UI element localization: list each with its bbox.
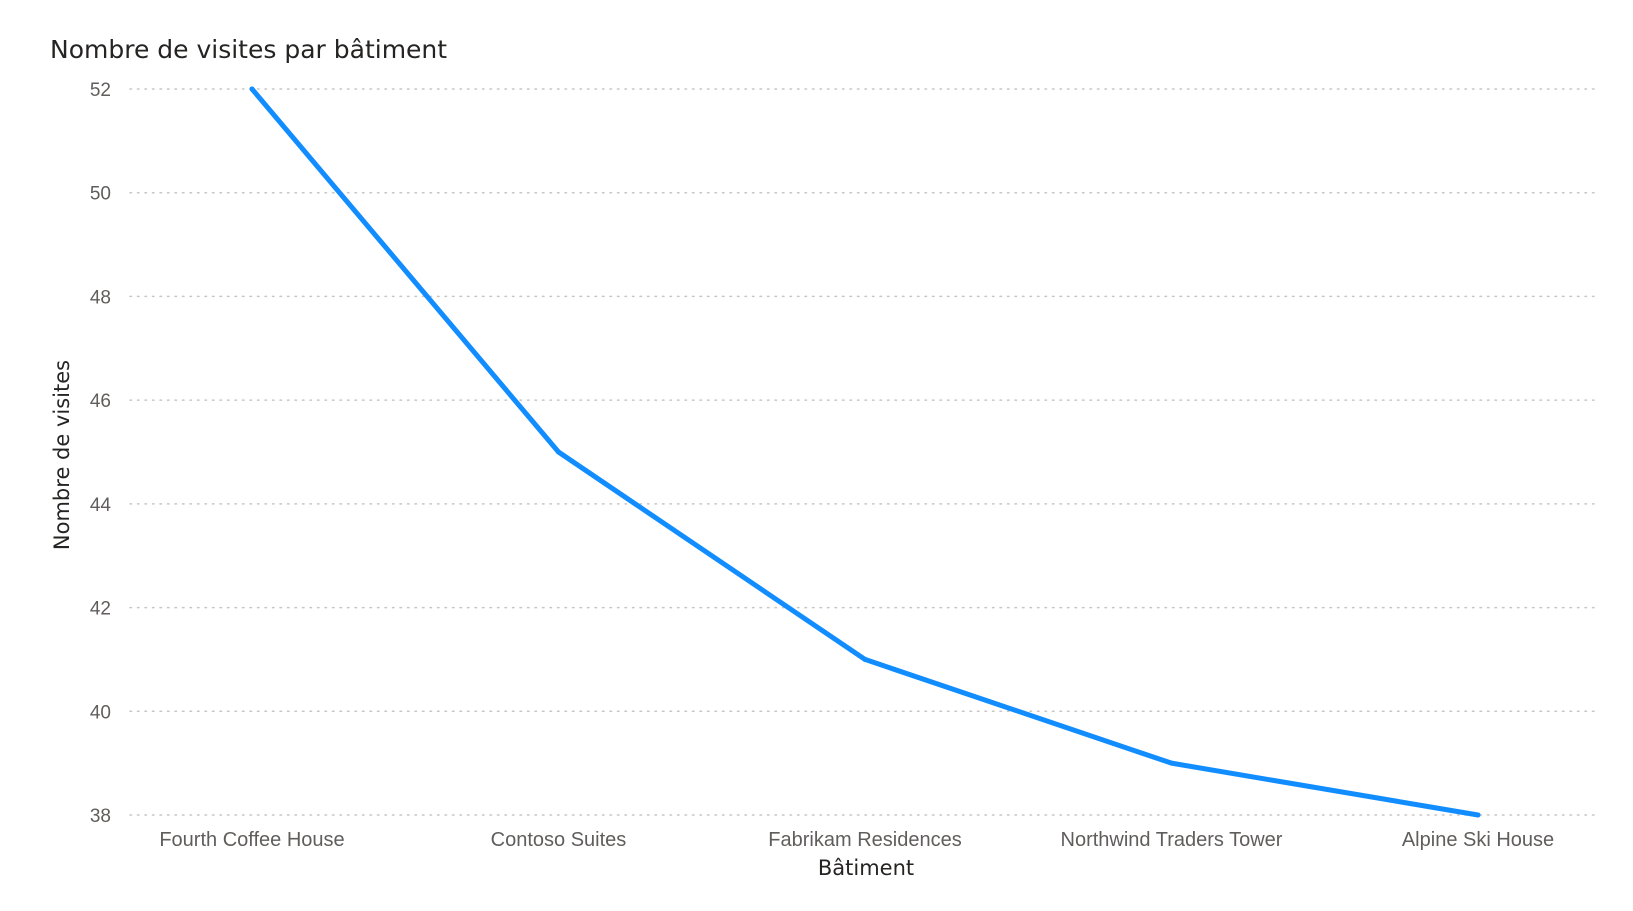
y-tick-label: 50	[90, 184, 111, 205]
y-tick-label: 46	[90, 391, 111, 412]
series-line-0	[249, 86, 1481, 818]
data-point	[1169, 760, 1174, 766]
y-tick-label: 42	[90, 599, 111, 620]
gridlines	[129, 88, 1601, 816]
y-tick-label: 52	[90, 80, 111, 101]
data-point	[556, 449, 561, 455]
x-tick-label: Fabrikam Residences	[768, 829, 961, 851]
data-point	[1475, 812, 1481, 818]
data-point	[249, 86, 255, 92]
y-tick-label: 40	[90, 702, 111, 723]
y-axis-label: Nombre de visites	[50, 360, 74, 550]
chart-title: Nombre de visites par bâtiment	[50, 35, 447, 64]
x-axis-ticks: Fourth Coffee House Contoso Suites Fabrika…	[159, 829, 1554, 851]
y-tick-label: 38	[90, 806, 111, 827]
series-group	[249, 86, 1481, 818]
x-tick-label: Fourth Coffee House	[159, 829, 344, 851]
x-tick-label: Northwind Traders Tower	[1061, 829, 1283, 851]
y-tick-label: 48	[90, 287, 111, 308]
y-tick-label: 44	[90, 495, 112, 516]
y-axis-ticks: 38 40 42 44 46 48 50 52	[90, 80, 112, 827]
x-tick-label: Contoso Suites	[491, 829, 627, 851]
data-point	[862, 656, 868, 662]
x-axis-label: Bâtiment	[818, 856, 914, 880]
x-tick-label: Alpine Ski House	[1402, 829, 1554, 851]
